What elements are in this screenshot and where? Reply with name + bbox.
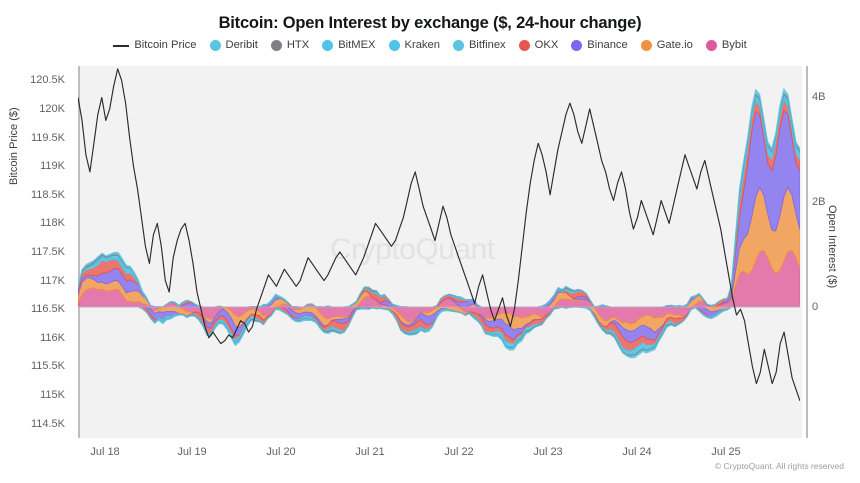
- dot-marker-icon: [640, 40, 652, 52]
- legend-label: Binance: [587, 39, 628, 51]
- bitcoin-price-line: [78, 68, 800, 401]
- plot-area-background: [78, 66, 802, 438]
- legend-item-htx[interactable]: HTX: [270, 39, 310, 52]
- dot-marker-icon: [452, 40, 464, 52]
- x-axis-tick-label: Jul 23: [533, 446, 563, 458]
- y-axis-left-tick-label: 117K: [40, 274, 65, 287]
- x-axis-tick-label: Jul 21: [355, 446, 385, 458]
- y-axis-left-title: Bitcoin Price ($): [8, 107, 20, 185]
- chart-legend: Bitcoin Price Deribit HTX BitMEX Kraken …: [0, 39, 860, 52]
- y-axis-left-tick-label: 115.5K: [30, 360, 65, 373]
- area-band: [78, 99, 800, 308]
- plot-svg: [78, 68, 800, 401]
- legend-label: BitMEX: [338, 39, 376, 51]
- legend-item-okx[interactable]: OKX: [518, 39, 559, 52]
- dot-marker-icon: [388, 40, 400, 52]
- x-axis-tick-label: Jul 22: [444, 446, 474, 458]
- legend-item-bitfinex[interactable]: Bitfinex: [452, 39, 506, 52]
- legend-label: Deribit: [225, 39, 258, 51]
- legend-item-gateio[interactable]: Gate.io: [640, 39, 693, 52]
- legend-label: OKX: [534, 39, 559, 51]
- x-axis-tick-label: Jul 19: [177, 446, 207, 458]
- y-axis-left-tick-label: 118K: [40, 217, 65, 230]
- legend-item-kraken[interactable]: Kraken: [388, 39, 440, 52]
- legend-label: Bybit: [721, 39, 747, 51]
- legend-item-deribit[interactable]: Deribit: [209, 39, 258, 52]
- x-axis-tick-label: Jul 18: [90, 446, 120, 458]
- legend-label: Kraken: [404, 39, 440, 51]
- area-band: [78, 93, 800, 308]
- legend-item-binance[interactable]: Binance: [571, 39, 628, 52]
- y-axis-right-title: Open Interest ($): [826, 205, 838, 289]
- y-axis-left-tick-label: 118.5K: [30, 188, 65, 201]
- y-axis-left-tick-label: 119.5K: [30, 131, 65, 144]
- legend-item-bitcoin-price[interactable]: Bitcoin Price: [113, 39, 197, 51]
- y-axis-left-tick-label: 117.5K: [30, 246, 65, 258]
- legend-label: Bitcoin Price: [134, 39, 197, 51]
- area-band: [78, 95, 800, 308]
- plot-area-right-border: [806, 66, 808, 438]
- y-axis-left-tick-label: 114.5K: [30, 417, 65, 430]
- y-axis-right-tick-label: 2B: [812, 196, 826, 209]
- x-axis-tick-label: Jul 24: [622, 446, 652, 458]
- legend-item-bitmex[interactable]: BitMEX: [322, 39, 376, 52]
- legend-label: Gate.io: [656, 39, 693, 51]
- dot-marker-icon: [209, 40, 221, 52]
- area-band: [78, 186, 800, 308]
- area-band: [78, 109, 800, 308]
- y-axis-left-tick-label: 120K: [39, 102, 65, 115]
- area-band: [78, 91, 800, 308]
- dot-marker-icon: [571, 40, 583, 52]
- dot-marker-icon: [705, 40, 717, 52]
- y-axis-left-tick-label: 120.5K: [30, 74, 65, 87]
- area-band: [78, 306, 800, 359]
- copyright-credit: © CryptoQuant. All rights reserved: [714, 461, 844, 471]
- legend-label: Bitfinex: [468, 39, 506, 51]
- area-band: [78, 97, 800, 308]
- line-marker-icon: [113, 44, 130, 47]
- y-axis-right-tick-label: 4B: [812, 91, 826, 104]
- y-axis-left-tick-label: 116K: [40, 331, 65, 344]
- page-title: Bitcoin: Open Interest by exchange ($, 2…: [218, 14, 642, 32]
- dot-marker-icon: [518, 40, 530, 52]
- x-axis-tick-label: Jul 20: [266, 446, 296, 458]
- y-axis-left-tick-label: 116.5K: [30, 303, 65, 316]
- dot-marker-icon: [322, 40, 334, 52]
- y-axis-left-tick-label: 115K: [40, 389, 65, 402]
- dot-marker-icon: [270, 40, 282, 52]
- y-axis-left-tick-label: 119K: [40, 160, 65, 173]
- y-axis-right-tick-label: 0: [812, 301, 819, 313]
- area-band: [78, 87, 800, 308]
- x-axis-tick-label: Jul 25: [711, 446, 741, 458]
- legend-item-bybit[interactable]: Bybit: [705, 39, 747, 52]
- legend-label: HTX: [286, 39, 310, 51]
